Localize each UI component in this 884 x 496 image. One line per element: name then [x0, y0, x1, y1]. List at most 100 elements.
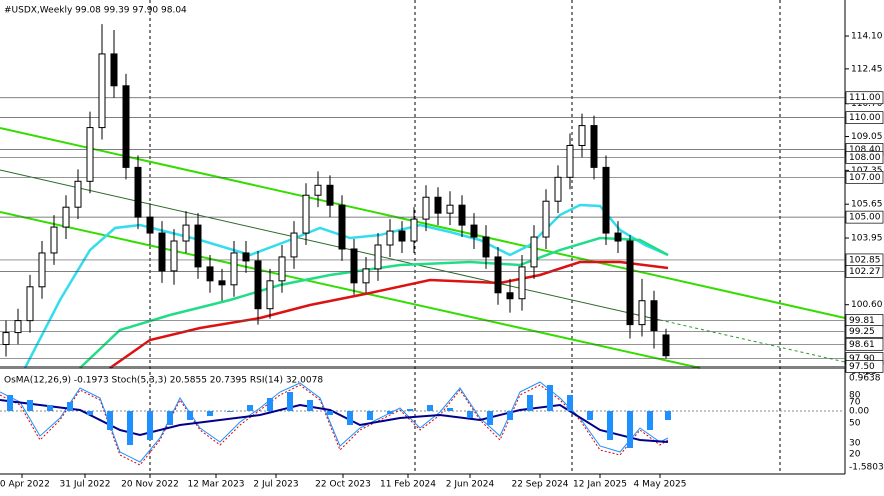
level-box [845, 337, 884, 351]
level-box [845, 210, 884, 224]
candle-body [422, 196, 430, 220]
y-tick-label: 105.65 [851, 200, 883, 210]
candle-body [134, 166, 142, 218]
candle-body [122, 85, 130, 168]
candle-body [314, 184, 322, 196]
level-label: 108.40 [849, 145, 881, 155]
level-box [845, 151, 884, 164]
candle-body [50, 226, 58, 254]
indicator-label: 50 [849, 419, 861, 429]
x-tick-label: 10 Apr 2022 [0, 480, 50, 490]
candle-body [98, 53, 106, 129]
candle-body [374, 244, 382, 270]
candle-body [170, 240, 178, 272]
indicator-label: 30 [849, 439, 861, 449]
x-tick-label: 20 Nov 2022 [121, 480, 179, 490]
x-tick-label: 31 Jul 2022 [60, 480, 111, 490]
candle-body [362, 268, 370, 284]
y-tick-label: 110.70 [851, 99, 883, 109]
candle-body [650, 300, 658, 332]
level-label: 111.00 [849, 93, 881, 103]
indicator-label: -1.5803 [849, 463, 884, 473]
y-tick-label: 114.10 [851, 32, 883, 42]
candle-body [2, 332, 10, 346]
candle-body [626, 240, 634, 326]
candle-body [14, 320, 22, 334]
candle-body [194, 224, 202, 268]
period-separators [149, 0, 781, 474]
candle-body [38, 252, 46, 288]
candle-body [470, 224, 478, 238]
candle-body [62, 206, 70, 228]
candle-body [602, 166, 610, 234]
level-label: 97.50 [849, 362, 875, 372]
indicator-label: 0.00 [849, 407, 869, 417]
level-box [845, 91, 884, 105]
candle-body [662, 334, 670, 357]
candle-body [446, 204, 454, 214]
candle-body [386, 230, 394, 246]
candle-body [146, 216, 154, 234]
level-label: 108.00 [849, 153, 881, 163]
candle-body [482, 236, 490, 258]
candle-body [242, 252, 250, 262]
candle-body [110, 53, 118, 87]
x-tick-label: 2 Jun 2024 [446, 480, 495, 490]
x-tick-label: 22 Oct 2023 [315, 480, 371, 490]
candle-body [542, 200, 550, 238]
candle-body [26, 286, 34, 322]
candle-body [326, 184, 334, 206]
x-tick-label: 12 Jan 2025 [573, 480, 627, 490]
candle-body [230, 252, 238, 286]
level-box [845, 325, 884, 338]
candle-body [578, 125, 586, 146]
x-tick-label: 2 Jul 2023 [253, 480, 298, 490]
candle-body [494, 256, 502, 294]
candle-body [338, 204, 346, 250]
candle-body [434, 196, 442, 214]
level-label: 105.00 [849, 213, 881, 223]
candle-body [530, 236, 538, 268]
x-tick-label: 22 Sep 2024 [511, 480, 568, 490]
candle-body [518, 266, 526, 300]
level-label: 97.90 [849, 354, 875, 364]
candle-body [398, 230, 406, 242]
candle-body [614, 232, 622, 242]
candle-body [290, 232, 298, 258]
candle-body [458, 204, 466, 226]
level-box [845, 170, 884, 184]
trend-lines [0, 127, 846, 370]
chart-title: #USDX,Weekly 99.08 99.39 97.90 98.04 [4, 6, 187, 16]
candle-body [74, 180, 82, 208]
indicator-label: 0.9638 [849, 374, 881, 384]
indicator-label: 80 [849, 391, 861, 401]
candle-body [158, 232, 166, 272]
candle-body [638, 300, 646, 326]
y-tick-label: 112.45 [851, 64, 883, 74]
y-tick-label: 103.95 [851, 234, 883, 244]
candle-body [302, 194, 310, 234]
level-box [845, 360, 884, 373]
indicator-label: 20 [849, 450, 861, 460]
candle-body [182, 224, 190, 242]
y-tick-label: 109.05 [851, 132, 883, 142]
candle-body [350, 248, 358, 284]
level-label: 99.25 [849, 327, 875, 337]
x-tick-label: 4 May 2025 [634, 480, 687, 490]
x-tick-label: 12 Mar 2023 [187, 480, 244, 490]
candle-body [590, 125, 598, 168]
y-tick-label: 107.35 [851, 166, 883, 176]
candle-body [266, 280, 274, 310]
indicator-label: 70 [849, 398, 861, 408]
level-box [845, 265, 884, 278]
candle-body [254, 260, 262, 310]
level-label: 110.00 [849, 113, 881, 123]
indicator-lines [0, 381, 845, 466]
level-label: 99.81 [849, 316, 875, 326]
candle-body [410, 218, 418, 242]
candle-body [506, 292, 514, 300]
level-label: 107.00 [849, 173, 881, 183]
indicator-title: OsMA(12,26,9) -0.1973 Stoch(5,3,3) 20.58… [4, 376, 323, 386]
candle-body [206, 266, 214, 282]
